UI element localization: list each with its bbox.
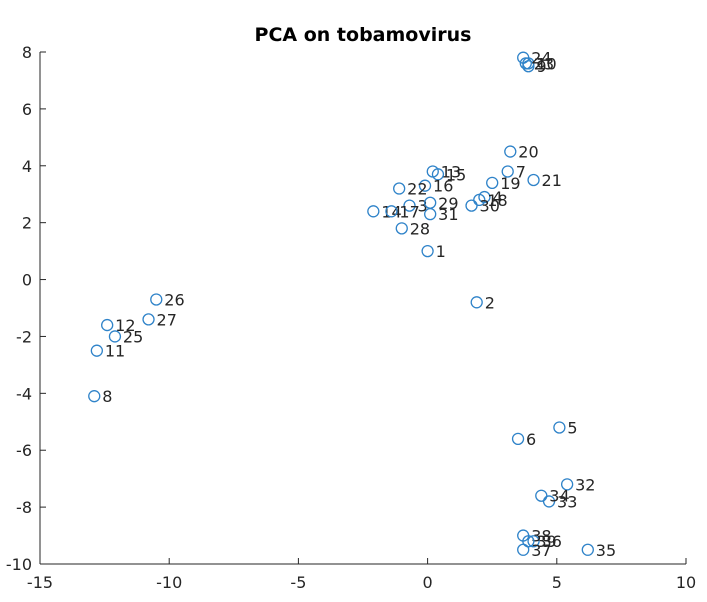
data-point-label: 24 [531, 49, 551, 68]
data-point-label: 30 [480, 197, 500, 216]
y-tick-label: -6 [16, 441, 32, 460]
data-point [142, 313, 155, 326]
data-point-label: 29 [438, 194, 458, 213]
data-point [501, 165, 514, 178]
data-point-label: 34 [549, 487, 569, 506]
data-point [418, 179, 432, 192]
data-point-label: 22 [407, 180, 427, 199]
data-point-label: 12 [115, 316, 135, 335]
x-tick-label: 10 [676, 573, 696, 592]
data-point-label: 8 [102, 387, 112, 406]
data-point-label: 6 [526, 430, 536, 449]
chart-title: PCA on tobamovirus [255, 24, 472, 46]
data-point-label: 25 [123, 327, 143, 346]
data-point [367, 205, 380, 218]
data-point [431, 168, 445, 181]
x-tick-label: -15 [27, 573, 53, 592]
y-tick-label: -4 [16, 384, 32, 403]
data-point-label: 33 [557, 492, 577, 511]
data-point [424, 207, 437, 221]
data-point [395, 222, 408, 235]
data-point-label: 13 [441, 162, 461, 181]
y-tick-label: 0 [22, 271, 32, 290]
data-point [504, 145, 517, 158]
data-point-label: 26 [164, 290, 184, 309]
data-point-label: 1 [436, 242, 446, 261]
y-tick-label: 8 [22, 43, 32, 62]
data-point-label: 28 [410, 219, 430, 238]
data-point-label: 16 [433, 177, 453, 196]
data-point-label: 19 [500, 174, 520, 193]
data-point [88, 390, 101, 403]
data-point [421, 244, 434, 258]
data-point [553, 421, 566, 434]
data-point [403, 199, 416, 212]
y-tick-label: 2 [22, 214, 32, 233]
data-point-label: 38 [531, 527, 551, 546]
data-point [517, 51, 530, 64]
data-point-label: 27 [157, 310, 177, 329]
data-point [522, 535, 535, 548]
data-point-label: 4 [492, 188, 502, 207]
y-tick-label: 4 [22, 157, 32, 176]
data-point-label: 3 [418, 197, 428, 216]
data-point-label: 9 [536, 57, 546, 76]
data-point-label: 37 [531, 541, 551, 560]
y-tick-label: -2 [16, 327, 32, 346]
data-point [470, 296, 483, 309]
data-point [535, 489, 548, 502]
data-point-label: 23 [534, 54, 554, 73]
data-point-label: 39 [536, 532, 556, 551]
data-point [527, 173, 540, 187]
data-point [581, 543, 594, 556]
x-tick-label: 5 [552, 573, 562, 592]
data-point-label: 5 [567, 418, 577, 437]
data-point-label: 10 [536, 54, 556, 73]
data-point [90, 344, 103, 357]
data-point-label: 7 [516, 162, 526, 181]
data-point [393, 182, 406, 195]
data-point-label: 21 [542, 171, 562, 190]
data-point-label: 20 [518, 143, 538, 162]
data-point [101, 318, 114, 332]
data-point [385, 205, 398, 218]
data-point [150, 293, 163, 306]
data-point [465, 199, 478, 212]
data-point-label: 31 [438, 205, 458, 224]
data-point [519, 57, 532, 70]
data-point-label: 2 [485, 293, 495, 312]
x-tick-label: 0 [423, 573, 433, 592]
x-tick-label: -5 [290, 573, 306, 592]
data-point [108, 330, 122, 343]
data-point [527, 535, 540, 548]
data-point-label: 18 [487, 191, 507, 210]
x-tick-label: -10 [156, 573, 182, 592]
y-tick-label: 6 [22, 100, 32, 119]
data-point-label: 11 [105, 342, 125, 361]
data-point-label: 15 [446, 165, 466, 184]
data-point-label: 32 [575, 475, 595, 494]
data-point-label: 14 [381, 202, 401, 221]
data-point [560, 478, 574, 491]
data-point-label: 36 [542, 532, 562, 551]
data-point-label: 35 [596, 541, 616, 560]
data-point [486, 176, 499, 189]
data-point [511, 432, 525, 445]
y-tick-label: -10 [6, 555, 32, 574]
data-point-label: 17 [399, 202, 419, 221]
y-tick-label: -8 [16, 498, 32, 517]
data-points: 123 4567891011121314151617181920212223242… [88, 49, 616, 560]
